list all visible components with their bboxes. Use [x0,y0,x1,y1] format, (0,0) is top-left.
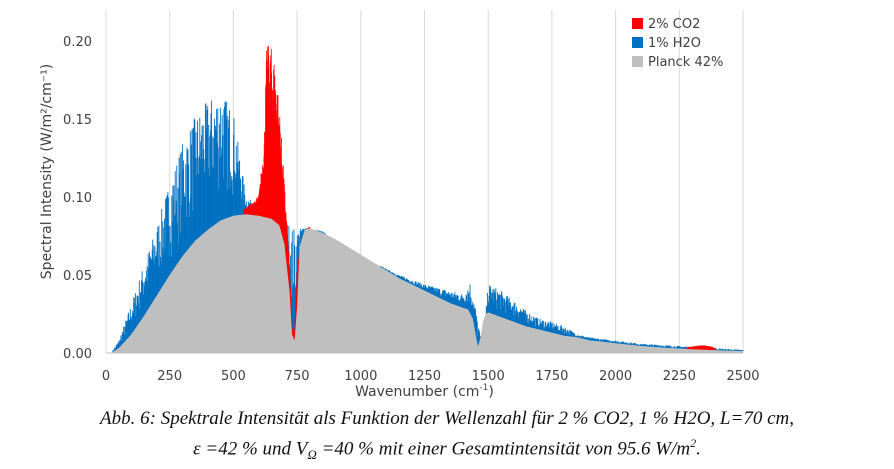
y-tick-label: 0.20 [63,35,92,50]
planck-series-front [111,214,743,353]
y-tick-labels: 0.00 0.05 0.10 0.15 0.20 [63,35,92,362]
x-tick-label: 2500 [726,369,759,384]
legend-swatch [632,37,643,48]
co2-spectral-lines [243,45,716,351]
legend-label: Planck 42% [648,55,723,70]
vertical-grid [105,10,744,353]
x-axis-title-superscript: -1 [479,383,488,393]
x-tick-label: 2250 [663,369,696,384]
x-tick-label: 1250 [408,369,441,384]
spectral-intensity-chart: 0 250 500 750 1000 1250 1500 1750 2000 2250 2500 0… [39,10,760,400]
y-tick-label: 0.10 [63,191,92,206]
x-tick-label: 250 [157,369,182,384]
figure-caption-line-1: Abb. 6: Spektrale Intensität als Funktio… [100,408,794,429]
legend-label: 2% CO2 [648,17,700,32]
x-tick-label: 1000 [344,369,377,384]
figure-caption-line-2: ε =42 % und VΩ =40 % mit einer Gesamtint… [193,436,701,463]
legend-label: 1% H2O [648,36,701,51]
x-tick-label: 750 [285,369,310,384]
x-tick-label: 0 [102,369,110,384]
legend-swatch [632,18,643,29]
x-tick-label: 1750 [535,369,568,384]
y-axis-title: Spectral Intensity (W/m²/cm⁻¹) [39,64,55,279]
x-tick-label: 2000 [599,369,632,384]
y-tick-label: 0.15 [63,113,92,128]
x-axis-title: Wavenumber (cm-1) [355,383,494,400]
x-tick-label: 1500 [472,369,505,384]
caption-superscript: 2 [690,436,697,450]
planck-foreground [111,214,743,353]
y-tick-label: 0.05 [63,269,92,284]
x-tick-labels: 0 250 500 750 1000 1250 1500 1750 2000 2250 2500 [102,369,760,384]
y-tick-label: 0.00 [63,347,92,362]
legend-swatch [632,56,643,67]
x-tick-label: 500 [221,369,246,384]
caption-subscript: Ω [307,447,317,463]
legend: 2% CO2 1% H2O Planck 42% [632,17,723,70]
